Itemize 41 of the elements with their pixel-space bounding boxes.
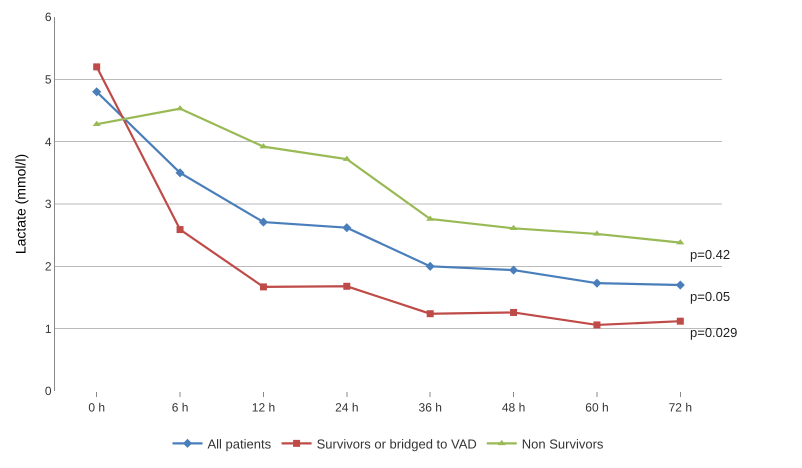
point bbox=[510, 308, 518, 316]
y-tick-label: 4 bbox=[44, 134, 52, 149]
y-tick-label: 6 bbox=[44, 10, 52, 24]
legend-label: Survivors or bridged to VAD bbox=[316, 436, 477, 452]
point bbox=[592, 230, 601, 236]
y-tick-label: 2 bbox=[44, 260, 52, 274]
point bbox=[176, 168, 185, 178]
y-tick-label: 5 bbox=[44, 72, 52, 87]
point bbox=[92, 87, 102, 96]
x-tick-label: 48 h bbox=[502, 400, 526, 414]
point bbox=[592, 278, 602, 288]
x-tick-label: 36 h bbox=[418, 400, 442, 414]
point bbox=[258, 218, 268, 227]
point bbox=[426, 215, 434, 221]
y-axis-title: Lactate (mmol/l) bbox=[12, 154, 29, 254]
point bbox=[260, 283, 267, 290]
x-tick-label: 0 h bbox=[88, 400, 106, 414]
x-tick-label: 12 h bbox=[252, 400, 276, 414]
point bbox=[426, 262, 435, 271]
point bbox=[593, 321, 600, 328]
y-tick-label: 1 bbox=[44, 322, 52, 336]
point bbox=[509, 266, 518, 275]
point bbox=[426, 310, 434, 318]
point bbox=[176, 226, 184, 234]
annotation: p=0.029 bbox=[690, 325, 738, 340]
point bbox=[510, 224, 518, 230]
point bbox=[676, 318, 684, 325]
annotation: p=0.42 bbox=[690, 247, 730, 262]
y-tick-label: 3 bbox=[44, 197, 52, 212]
point bbox=[342, 223, 352, 232]
x-tick-label: 24 h bbox=[335, 400, 358, 414]
x-tick-label: 60 h bbox=[585, 400, 609, 414]
legend-label: Non Survivors bbox=[522, 436, 604, 452]
legend-label: All patients bbox=[208, 436, 272, 452]
point bbox=[93, 63, 100, 70]
x-tick-label: 6 h bbox=[172, 400, 188, 414]
point bbox=[676, 280, 685, 290]
y-tick-label: 0 bbox=[44, 384, 52, 398]
x-tick-label: 72 h bbox=[668, 400, 692, 414]
annotation: p=0.05 bbox=[690, 289, 730, 304]
point bbox=[343, 282, 350, 290]
